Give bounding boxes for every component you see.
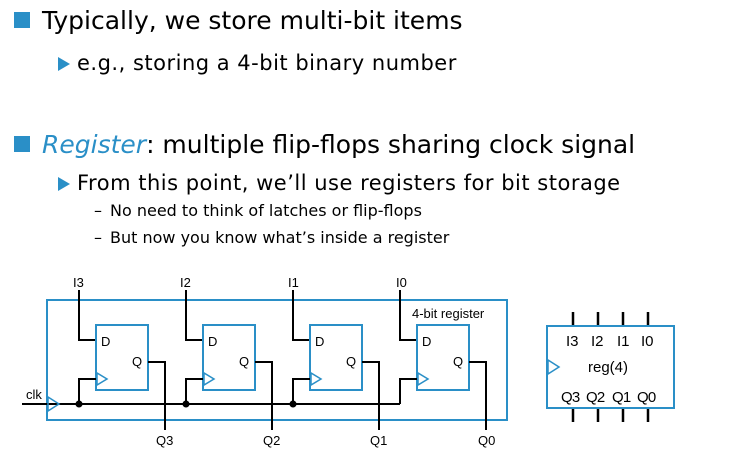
bullet-typically: Typically, we store multi-bit items xyxy=(42,6,463,35)
sub-bullet-example: e.g., storing a 4-bit binary number xyxy=(58,53,457,74)
ff3-clock-icon xyxy=(96,371,109,387)
arrow-bullet-icon xyxy=(58,177,70,191)
clock-branch-2 xyxy=(185,378,203,404)
ff0-q-label: Q xyxy=(453,354,463,369)
input-wire-i2 xyxy=(185,290,203,341)
output-label-q2: Q2 xyxy=(263,433,280,448)
junction-dot xyxy=(75,400,83,408)
output-wire-q1 xyxy=(362,361,380,430)
register-clock-icon xyxy=(47,395,61,413)
output-wire-q2 xyxy=(255,361,273,430)
ff3-q-label: Q xyxy=(132,354,142,369)
register-term: Register xyxy=(42,130,147,159)
ff2-d-label: D xyxy=(208,334,217,349)
symbol-input-i3: I3 xyxy=(566,333,579,350)
clock-branch-3 xyxy=(78,378,96,404)
input-label-i3: I3 xyxy=(73,275,84,290)
ff1-q-label: Q xyxy=(346,354,356,369)
arrow-bullet-icon xyxy=(58,57,70,71)
sub-sub-bullet-inside: – But now you know what’s inside a regist… xyxy=(94,228,450,247)
register-label: 4-bit register xyxy=(412,306,485,321)
symbol-output-q1: Q1 xyxy=(612,389,631,406)
register-box xyxy=(46,299,508,421)
input-wire-i0 xyxy=(399,290,417,341)
ff2-q-label: Q xyxy=(239,354,249,369)
clock-branch-1 xyxy=(292,378,310,404)
symbol-output-q0: Q0 xyxy=(637,389,656,406)
ff2-clock-icon xyxy=(203,371,216,387)
input-label-i0: I0 xyxy=(396,275,407,290)
symbol-name: reg(4) xyxy=(588,359,628,376)
symbol-output-q2: Q2 xyxy=(586,389,605,406)
bullet-square-icon xyxy=(14,12,30,28)
symbol-clock-icon xyxy=(547,358,561,376)
ff0-d-label: D xyxy=(422,334,431,349)
output-label-q3: Q3 xyxy=(156,433,173,448)
junction-dot xyxy=(289,400,297,408)
symbol-input-i2: I2 xyxy=(591,333,604,350)
symbol-output-q3: Q3 xyxy=(561,389,580,406)
sub-bullet-registers: From this point, we’ll use registers for… xyxy=(58,173,621,194)
bullet-square-icon xyxy=(14,136,30,152)
input-wire-i1 xyxy=(292,290,310,341)
clock-label: clk xyxy=(26,387,42,402)
input-wire-i3 xyxy=(78,290,96,341)
output-label-q1: Q1 xyxy=(370,433,387,448)
clock-branch-0 xyxy=(399,378,417,404)
flip-flop-2 xyxy=(202,324,256,391)
flip-flop-1 xyxy=(309,324,363,391)
ff3-d-label: D xyxy=(101,334,110,349)
flip-flop-0 xyxy=(416,324,470,391)
ff1-d-label: D xyxy=(315,334,324,349)
junction-dot xyxy=(182,400,190,408)
ff1-clock-icon xyxy=(310,371,323,387)
flip-flop-3 xyxy=(95,324,149,391)
symbol-box xyxy=(546,325,675,409)
output-label-q0: Q0 xyxy=(478,433,495,448)
symbol-input-i0: I0 xyxy=(641,333,654,350)
input-label-i2: I2 xyxy=(180,275,191,290)
output-wire-q0 xyxy=(469,361,487,430)
bullet-register-definition: Register: multiple flip-flops sharing cl… xyxy=(42,130,636,159)
output-wire-q3 xyxy=(148,361,166,430)
register-symbol: I3 I2 I1 I0 reg(4) Q3 Q2 Q1 Q0 xyxy=(546,312,675,422)
input-label-i1: I1 xyxy=(288,275,299,290)
sub-sub-bullet-latches: – No need to think of latches or flip-flo… xyxy=(94,201,422,220)
symbol-input-i1: I1 xyxy=(617,333,630,350)
ff0-clock-icon xyxy=(417,371,430,387)
